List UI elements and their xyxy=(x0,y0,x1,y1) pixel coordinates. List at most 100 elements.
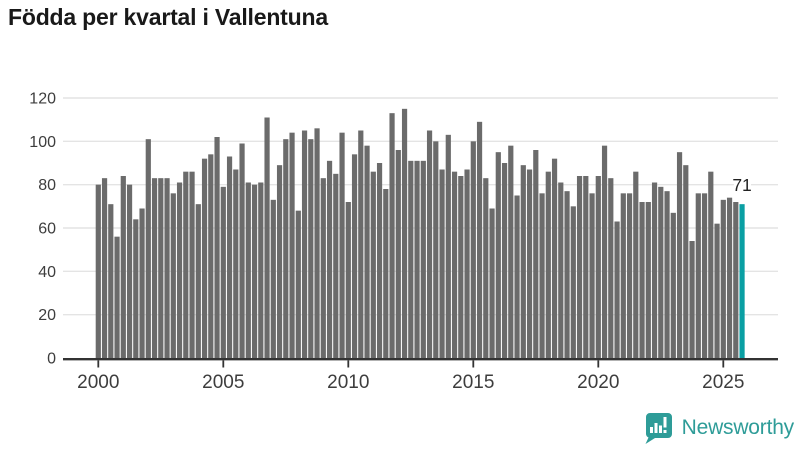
bar xyxy=(489,208,495,358)
y-tick-label: 40 xyxy=(38,264,56,281)
highlighted-bar xyxy=(739,204,745,358)
bar xyxy=(95,184,101,358)
bar xyxy=(339,132,345,358)
bar xyxy=(589,193,595,358)
bar xyxy=(664,191,670,358)
bar xyxy=(583,176,589,358)
bar xyxy=(195,204,201,358)
bar xyxy=(401,108,408,358)
bar xyxy=(651,182,658,358)
bar xyxy=(714,223,720,358)
bar xyxy=(370,171,376,358)
x-tick-label: 2005 xyxy=(202,372,244,393)
newsworthy-logo: Newsworthy xyxy=(643,412,794,444)
bar xyxy=(333,173,339,358)
bar xyxy=(145,139,151,358)
bar xyxy=(633,171,639,358)
bar xyxy=(539,193,545,358)
bar xyxy=(689,241,695,358)
newsworthy-wordmark: Newsworthy xyxy=(681,416,795,439)
bar xyxy=(233,169,239,358)
bar xyxy=(695,193,701,358)
bar xyxy=(726,197,733,358)
bar xyxy=(133,219,139,358)
bar xyxy=(351,154,358,358)
bar xyxy=(414,160,420,358)
y-tick-label: 80 xyxy=(38,177,56,194)
bar xyxy=(445,134,451,358)
y-tick-label: 20 xyxy=(38,307,56,324)
bar xyxy=(639,202,645,358)
bar xyxy=(508,145,514,358)
bar xyxy=(126,184,133,358)
bar xyxy=(101,178,108,358)
bar xyxy=(514,195,520,358)
bar xyxy=(620,193,626,358)
bar xyxy=(164,178,170,358)
bar xyxy=(676,152,683,358)
bar xyxy=(358,130,364,358)
newsworthy-icon xyxy=(645,413,672,444)
bar xyxy=(276,165,283,358)
bar xyxy=(476,121,483,358)
bar xyxy=(570,206,576,358)
bar xyxy=(395,150,401,358)
bar xyxy=(264,117,270,358)
bar xyxy=(151,178,158,358)
bar xyxy=(120,176,126,358)
bar xyxy=(458,176,464,358)
bar xyxy=(345,202,351,358)
bar xyxy=(258,182,264,358)
bar xyxy=(245,182,251,358)
bar xyxy=(701,193,708,358)
bar xyxy=(670,212,676,358)
bar xyxy=(595,176,601,358)
x-tick-label: 2010 xyxy=(327,372,369,393)
bar xyxy=(501,163,508,358)
bar xyxy=(426,130,433,358)
bar xyxy=(420,160,426,358)
bar xyxy=(408,160,414,358)
bar xyxy=(720,199,726,358)
bar xyxy=(433,141,439,358)
bar xyxy=(526,169,533,358)
bar xyxy=(626,193,633,358)
page-title: Födda per kvartal i Vallentuna xyxy=(8,4,328,30)
x-tick-label: 2025 xyxy=(702,372,744,393)
speech-bubble-shape xyxy=(645,413,672,444)
bar xyxy=(270,199,276,358)
bar xyxy=(483,178,489,358)
bar xyxy=(314,128,320,358)
bar xyxy=(220,186,226,358)
bar xyxy=(108,204,114,358)
bar xyxy=(214,137,220,358)
bar xyxy=(564,191,570,358)
bar xyxy=(201,158,208,358)
bar xyxy=(251,184,258,358)
bar xyxy=(451,171,458,358)
bar xyxy=(551,158,558,358)
y-tick-label: 60 xyxy=(38,221,56,238)
bar xyxy=(645,202,651,358)
bar xyxy=(608,178,614,358)
bar xyxy=(576,176,583,358)
value-annotation: 71 xyxy=(732,175,751,195)
bar xyxy=(283,139,289,358)
bar xyxy=(301,130,308,358)
bar xyxy=(545,171,551,358)
x-tick-label: 2000 xyxy=(77,372,119,393)
bar xyxy=(326,160,333,358)
bar xyxy=(733,202,739,358)
bar xyxy=(383,189,389,358)
bar xyxy=(658,186,664,358)
bar xyxy=(208,154,214,358)
y-tick-label: 0 xyxy=(47,351,56,368)
bar xyxy=(114,236,120,358)
x-tick-label: 2015 xyxy=(452,372,494,393)
bar xyxy=(239,143,245,358)
bar xyxy=(533,150,539,358)
bar xyxy=(708,171,714,358)
bar xyxy=(683,165,689,358)
bar-chart-glyph xyxy=(649,417,667,433)
